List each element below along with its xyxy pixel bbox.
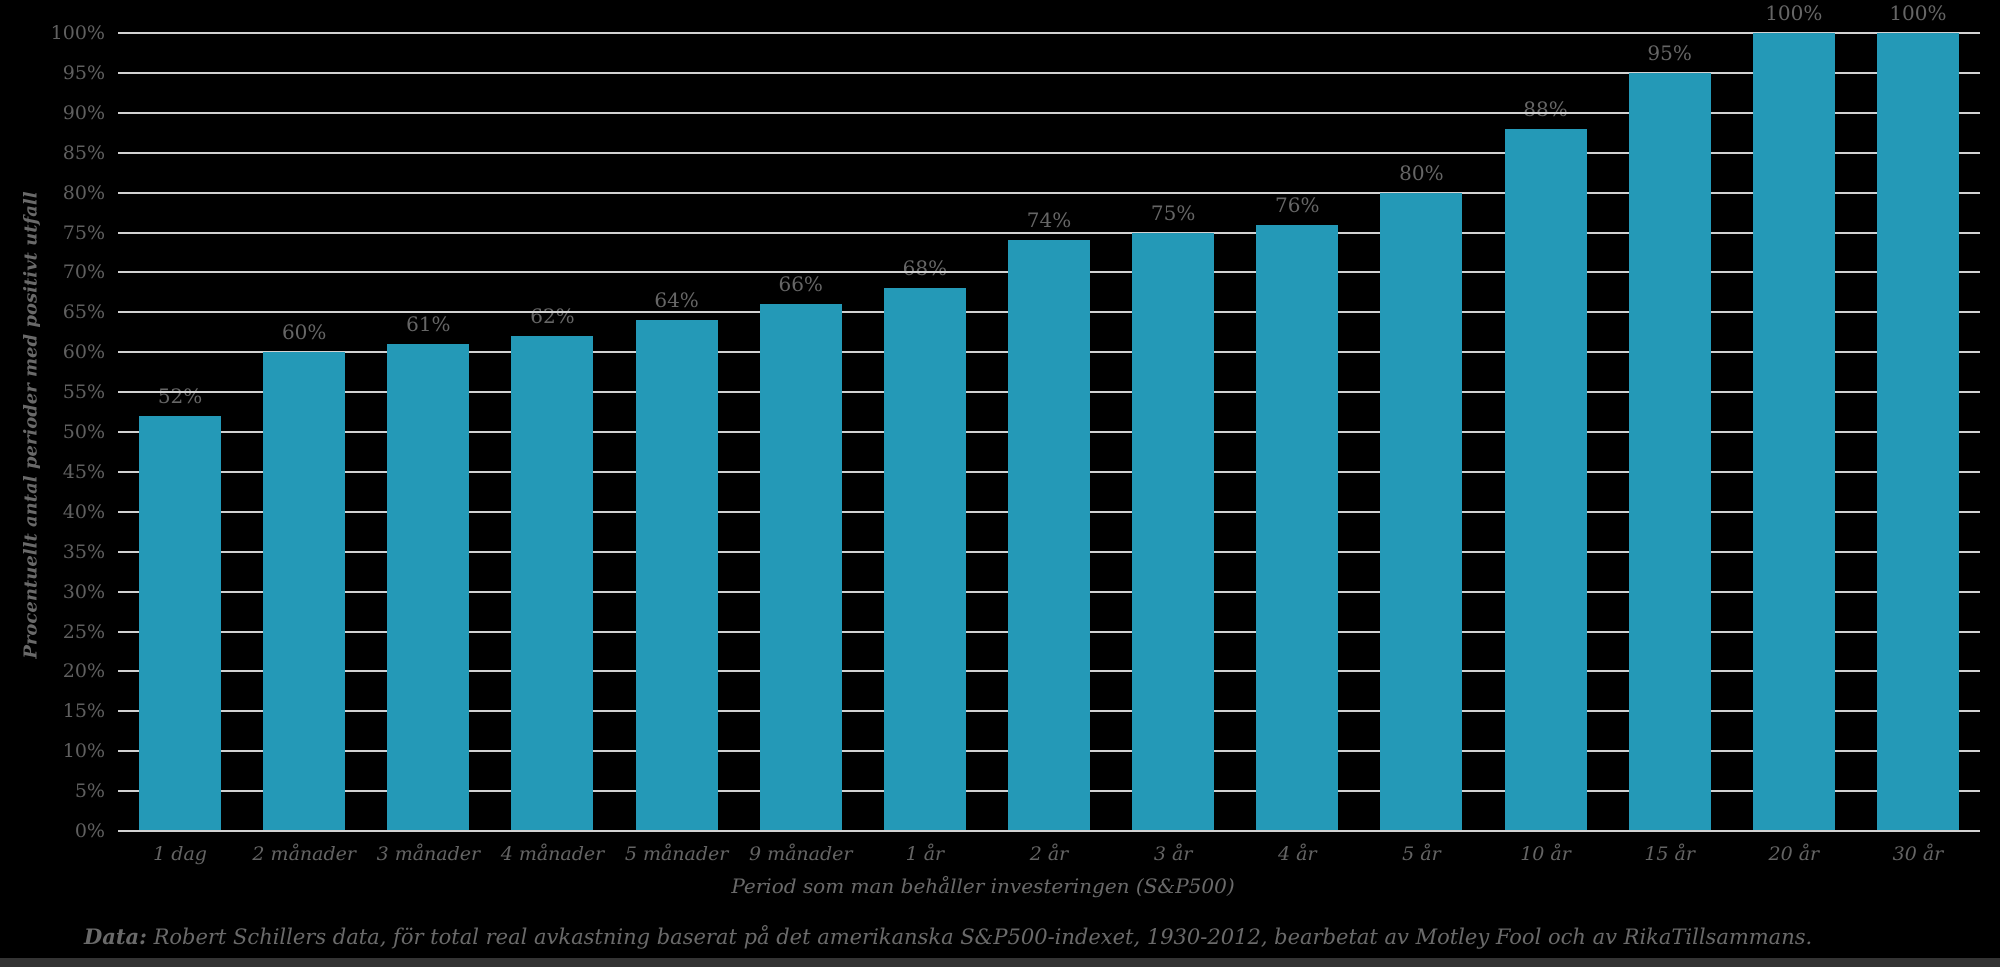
x-tick-label: 3 år (1153, 843, 1193, 865)
x-tick-label: 4 år (1277, 843, 1317, 865)
x-tick-label: 2 år (1029, 843, 1069, 865)
gridline (118, 151, 1980, 154)
bar-value-label: 76% (1275, 192, 1320, 217)
y-axis-tick-labels: 0% 5% 10% 15% 20% 25% 30% 35% 40% 45% 50% 55% 60% 65%… (0, 22, 105, 842)
bar-value-label: 64% (654, 288, 699, 313)
y-tick-label: 95% (62, 61, 105, 84)
footer-note: Data: Robert Schillers data, för total r… (84, 924, 1812, 949)
footer-source-text: Robert Schillers data, för total real av… (146, 925, 1813, 949)
bar-1-dag (139, 416, 222, 831)
bar-value-label: 68% (902, 256, 948, 281)
y-tick-label: 5% (74, 780, 105, 803)
y-tick-label: 75% (62, 221, 105, 244)
y-tick-label: 15% (62, 700, 105, 723)
x-tick-label: 9 månader (748, 843, 853, 865)
y-tick-label: 40% (62, 500, 105, 523)
y-tick-label: 85% (62, 141, 105, 164)
bar-value-label: 75% (1150, 200, 1196, 225)
bar-3-månader (387, 344, 470, 831)
y-tick-label: 100% (50, 22, 105, 44)
bar-value-label: 100% (1889, 1, 1947, 25)
y-tick-label: 20% (62, 660, 105, 683)
x-axis-line (118, 830, 1980, 832)
x-tick-label: 1 dag (153, 843, 207, 865)
bar-value-label: 74% (1026, 208, 1072, 233)
bar-value-label: 62% (530, 304, 575, 329)
y-tick-label: 80% (62, 181, 105, 204)
bar-10-år (1504, 128, 1587, 831)
y-tick-label: 50% (62, 421, 105, 443)
y-tick-label: 70% (62, 261, 105, 284)
gridline (118, 111, 1980, 114)
x-tick-label: 4 månader (500, 843, 605, 865)
bar-4-månader (511, 336, 594, 831)
window-bottom-edge (0, 958, 2000, 967)
bar-1-år (883, 288, 966, 831)
bar-value-label: 52% (157, 384, 203, 409)
bar-value-label: 60% (281, 320, 327, 345)
bar-30-år (1876, 33, 1959, 831)
gridline (118, 191, 1980, 194)
x-tick-label: 15 år (1644, 843, 1695, 865)
bar-4-år (1256, 224, 1339, 831)
bar-2-månader (263, 352, 346, 831)
y-tick-label: 30% (62, 580, 105, 603)
x-tick-label: 3 månader (376, 843, 481, 865)
y-tick-label: 35% (62, 540, 105, 563)
x-axis-tick-labels: 1 dag 2 månader 3 månader 4 månader 5 månade… (118, 843, 1980, 873)
y-tick-label: 65% (62, 301, 105, 324)
bar-20-år (1752, 33, 1835, 831)
bar-value-label: 95% (1647, 40, 1692, 65)
x-axis-title: Period som man behåller investeringen (S… (731, 874, 1235, 898)
bar-15-år (1628, 72, 1711, 831)
y-tick-label: 90% (62, 101, 105, 124)
x-tick-label: 1 år (905, 843, 945, 865)
x-tick-label: 30 år (1892, 843, 1944, 865)
footer-source-label: Data: (84, 924, 147, 949)
x-tick-label: 5 år (1402, 843, 1441, 865)
x-tick-label: 10 år (1520, 843, 1571, 865)
y-tick-label: 25% (62, 620, 105, 643)
y-tick-label: 45% (62, 460, 105, 483)
gridline (118, 32, 1980, 34)
y-tick-label: 0% (74, 820, 105, 842)
gridline (118, 231, 1980, 234)
plot-area: 52% 60% 61% 62% 64% 66% 68% 74% 75% 76% 80% 88% 95% 1… (118, 1, 1980, 832)
x-tick-label: 5 månader (624, 843, 729, 865)
y-tick-label: 60% (62, 341, 105, 364)
bar-9-månader (759, 304, 842, 831)
bar-3-år (1132, 232, 1215, 831)
bar-value-label: 66% (778, 272, 823, 297)
bar-5-månader (635, 320, 718, 831)
bar-value-label: 61% (406, 312, 451, 337)
x-tick-label: 20 år (1768, 843, 1820, 865)
y-tick-label: 10% (62, 740, 105, 763)
gridline (118, 71, 1980, 74)
bar-value-label: 100% (1765, 1, 1823, 25)
x-tick-label: 2 månader (252, 843, 356, 865)
y-tick-label: 55% (62, 381, 105, 404)
bar-value-label: 80% (1399, 160, 1444, 185)
bar-5-år (1380, 192, 1463, 831)
bar-value-label: 88% (1523, 96, 1568, 121)
bar-2-år (1008, 240, 1090, 831)
